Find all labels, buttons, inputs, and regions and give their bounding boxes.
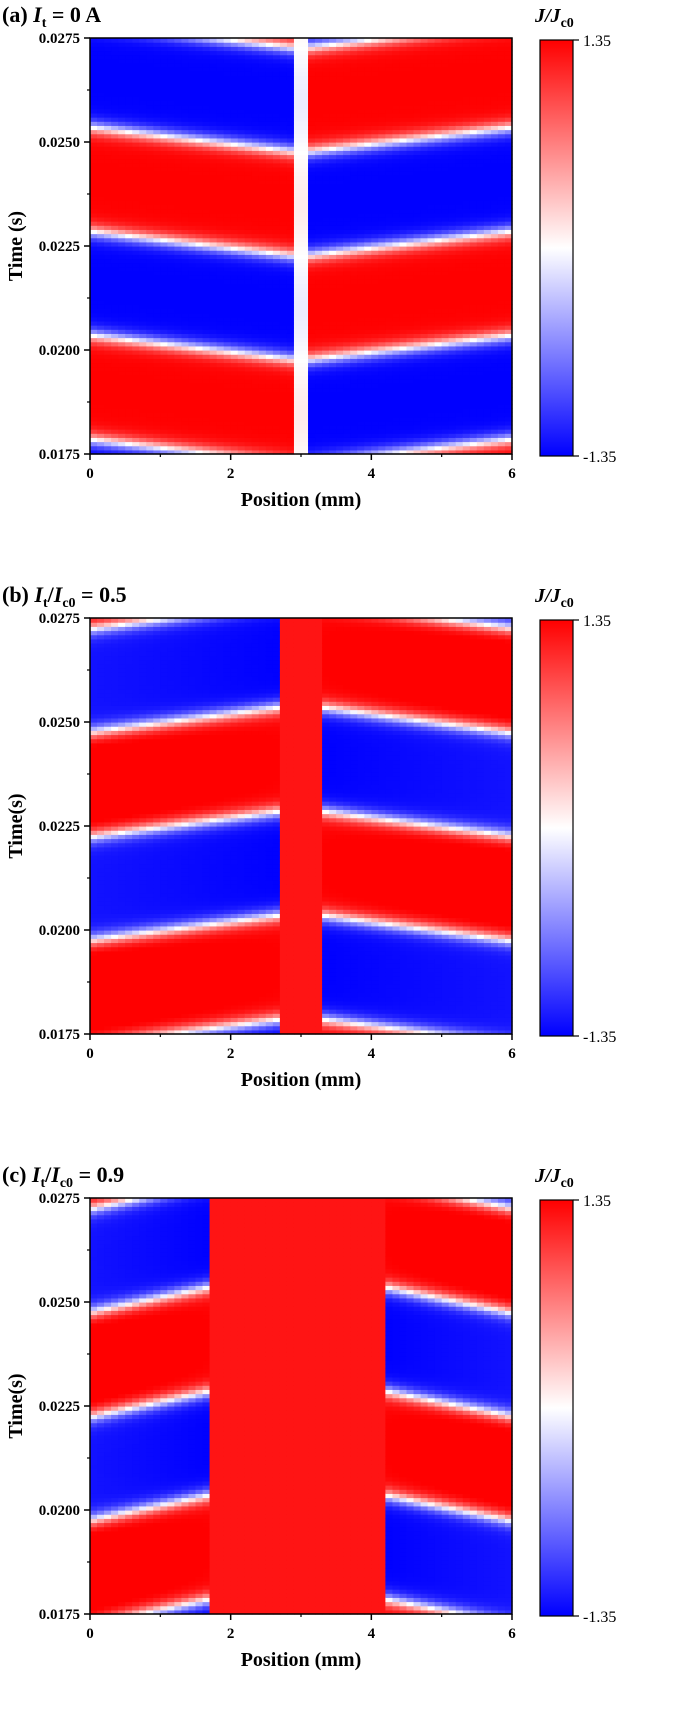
- x-tick-label: 0: [86, 466, 94, 482]
- y-tick-label: 0.0200: [39, 923, 80, 939]
- colorbar-max-label: 1.35: [583, 613, 611, 630]
- panel-b: 0 2 4 6 0.0175 0.0200 0.0225 0.0250 0.0275 Positi…: [0, 580, 700, 1140]
- y-tick-label: 0.0275: [39, 1191, 80, 1207]
- colorbar-min-label: -1.35: [583, 449, 616, 466]
- heatmap-cells: [90, 1198, 513, 1615]
- y-tick-label: 0.0175: [39, 1027, 80, 1043]
- x-axis-label: Position (mm): [241, 1649, 362, 1671]
- x-tick-label: 0: [86, 1626, 94, 1642]
- colorbar-title: J/Jc0: [534, 1165, 574, 1191]
- panel-title: (a) It = 0 A: [2, 2, 101, 31]
- panel-title: (b) It/Ic0 = 0.5: [2, 582, 127, 611]
- colorbar-max-label: 1.35: [583, 1193, 611, 1210]
- y-axis-label: Time(s): [5, 793, 27, 858]
- panel-c: 0 2 4 6 0.0175 0.0200 0.0225 0.0250 0.0275 Positi…: [0, 1160, 700, 1729]
- y-tick-label: 0.0200: [39, 343, 80, 359]
- heatmap-cells: [90, 618, 513, 1035]
- y-axis-label: Time (s): [5, 211, 27, 281]
- x-tick-label: 4: [368, 1046, 376, 1062]
- x-tick-label: 6: [508, 1046, 516, 1062]
- x-axis-label: Position (mm): [241, 489, 362, 511]
- x-tick-label: 4: [368, 1626, 376, 1642]
- y-tick-label: 0.0200: [39, 1503, 80, 1519]
- y-tick-label: 0.0225: [39, 819, 80, 835]
- colorbar: [539, 39, 574, 457]
- colorbar: [539, 1199, 574, 1617]
- y-tick-label: 0.0175: [39, 1607, 80, 1623]
- y-tick-label: 0.0250: [39, 1295, 80, 1311]
- panel-title: (c) It/Ic0 = 0.9: [2, 1162, 124, 1191]
- x-tick-label: 4: [368, 466, 376, 482]
- panel-a: 0 2 4 6 0.0175 0.0200 0.0225 0.0250 0.0275 Positi…: [0, 0, 700, 570]
- x-tick-label: 2: [227, 1626, 235, 1642]
- colorbar-min-label: -1.35: [583, 1609, 616, 1626]
- colorbar-min-label: -1.35: [583, 1029, 616, 1046]
- y-tick-label: 0.0225: [39, 1399, 80, 1415]
- x-tick-label: 2: [227, 1046, 235, 1062]
- y-tick-label: 0.0250: [39, 135, 80, 151]
- heatmap-svg-2: 0 2 4 6 0.0175 0.0200 0.0225 0.0250 0.0275 Positi…: [2, 1162, 616, 1671]
- x-tick-label: 2: [227, 466, 235, 482]
- heatmap-svg-0: 0 2 4 6 0.0175 0.0200 0.0225 0.0250 0.0275 Positi…: [2, 2, 616, 511]
- x-tick-label: 0: [86, 1046, 94, 1062]
- y-tick-label: 0.0275: [39, 611, 80, 627]
- x-tick-label: 6: [508, 1626, 516, 1642]
- heatmap-cells: [90, 38, 513, 455]
- colorbar-max-label: 1.35: [583, 33, 611, 50]
- y-axis-label: Time(s): [5, 1373, 27, 1438]
- y-tick-label: 0.0275: [39, 31, 80, 47]
- y-tick-label: 0.0250: [39, 715, 80, 731]
- colorbar-title: J/Jc0: [534, 585, 574, 611]
- colorbar-title: J/Jc0: [534, 5, 574, 31]
- colorbar: [539, 619, 574, 1037]
- x-tick-label: 6: [508, 466, 516, 482]
- y-tick-label: 0.0175: [39, 447, 80, 463]
- y-tick-label: 0.0225: [39, 239, 80, 255]
- x-axis-label: Position (mm): [241, 1069, 362, 1091]
- heatmap-svg-1: 0 2 4 6 0.0175 0.0200 0.0225 0.0250 0.0275 Positi…: [2, 582, 616, 1091]
